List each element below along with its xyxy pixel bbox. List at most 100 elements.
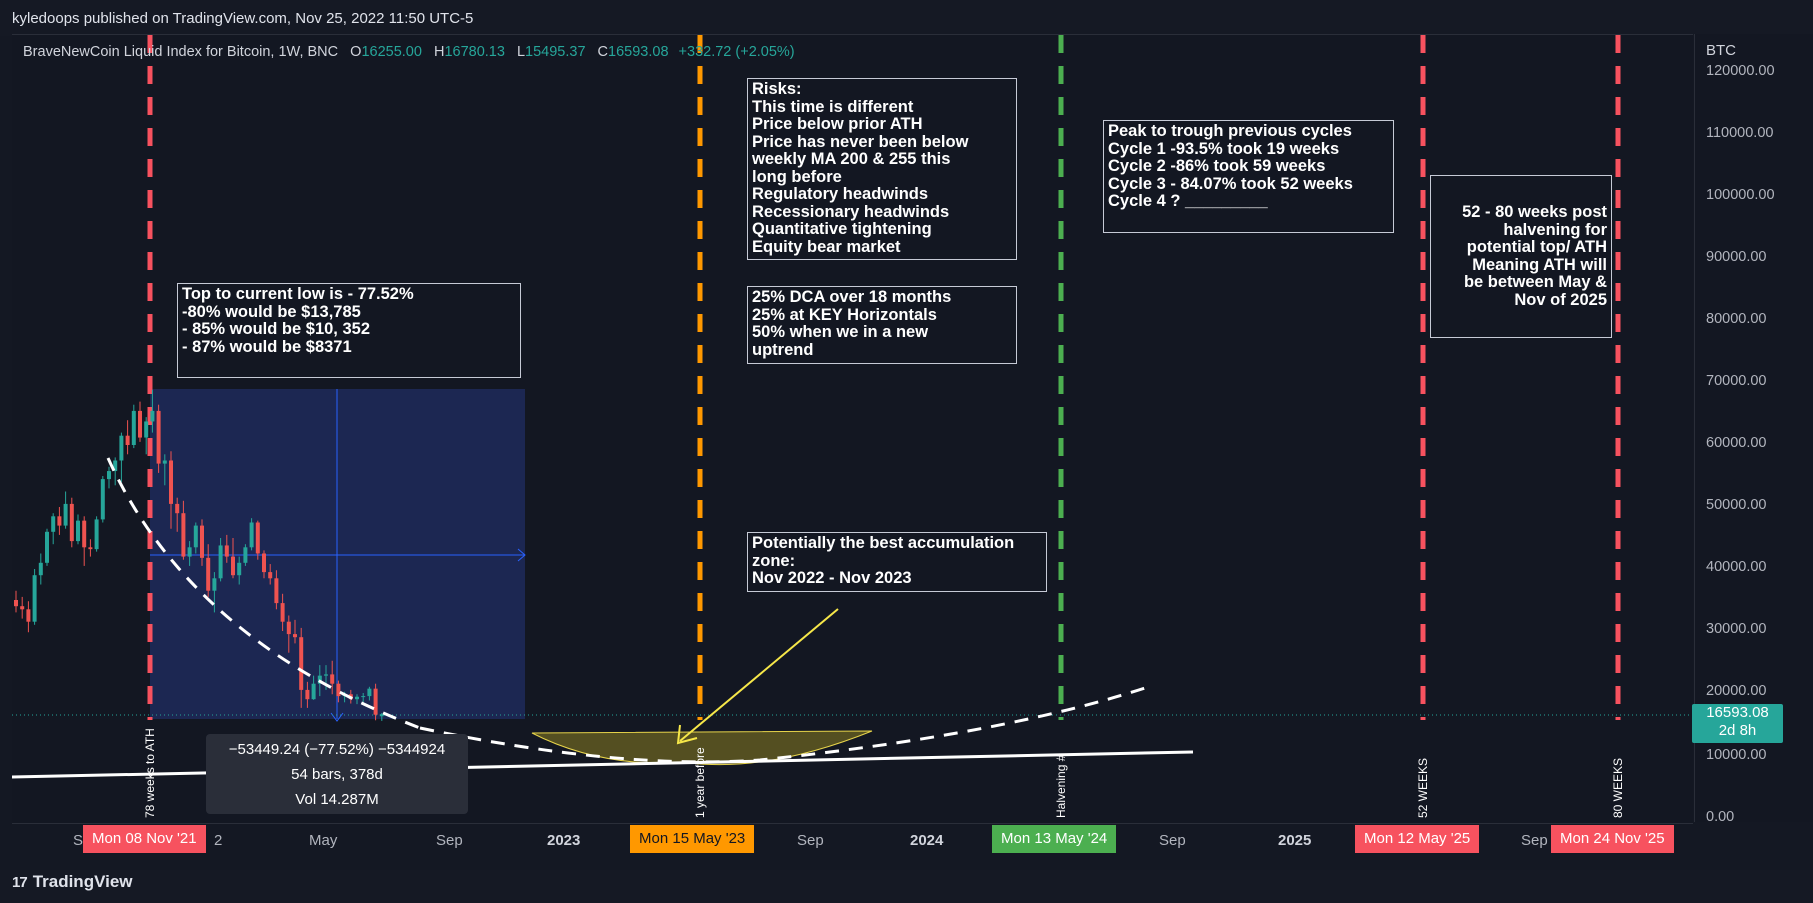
- tradingview-brand: TradingView: [32, 872, 133, 891]
- note-line: Equity bear market: [752, 237, 901, 256]
- candle-down[interactable]: [138, 410, 142, 438]
- accumulation-arrow-line[interactable]: [679, 608, 839, 742]
- candle-up[interactable]: [249, 522, 254, 548]
- candle-up[interactable]: [193, 525, 198, 548]
- candle-up[interactable]: [187, 547, 192, 557]
- candle-down[interactable]: [20, 606, 25, 610]
- dashed-curve-left[interactable]: [106, 457, 421, 730]
- candle-down[interactable]: [262, 553, 266, 573]
- close-label: C: [597, 44, 609, 60]
- candle-down[interactable]: [373, 688, 378, 715]
- candle-down[interactable]: [274, 578, 279, 604]
- price-tick: 50000.00: [1706, 497, 1767, 513]
- candle-down[interactable]: [286, 621, 291, 635]
- candle-up[interactable]: [45, 531, 49, 563]
- candle-up[interactable]: [144, 421, 149, 438]
- candle-down[interactable]: [169, 460, 173, 504]
- candle-down[interactable]: [336, 683, 341, 697]
- date-marker-80-weeks[interactable]: Mon 24 Nov '25: [1551, 825, 1674, 853]
- candle-up[interactable]: [150, 410, 155, 422]
- candle-up[interactable]: [237, 562, 242, 576]
- candle-up[interactable]: [212, 578, 217, 591]
- candle-up[interactable]: [100, 479, 105, 520]
- price-tick: 120000.00: [1706, 63, 1775, 79]
- price-tick: 10000.00: [1706, 747, 1767, 763]
- candle-down[interactable]: [69, 503, 74, 542]
- note-line: Quantitative tightening: [752, 220, 932, 238]
- symbol-legend[interactable]: BraveNewCoin Liquid Index for Bitcoin, 1…: [23, 44, 795, 60]
- date-marker-halvening[interactable]: Mon 13 May '24: [992, 825, 1117, 853]
- candle-up[interactable]: [311, 683, 316, 700]
- candle-down[interactable]: [88, 547, 93, 550]
- candle-down[interactable]: [206, 557, 211, 591]
- candle-down[interactable]: [293, 634, 297, 638]
- candle-up[interactable]: [113, 460, 118, 472]
- note-cycles[interactable]: Peak to trough previous cycles Cycle 1 -…: [1103, 120, 1394, 233]
- candle-up[interactable]: [32, 575, 37, 622]
- candle-up[interactable]: [379, 714, 384, 717]
- candle-down[interactable]: [330, 674, 335, 684]
- candle-down[interactable]: [224, 545, 229, 557]
- footer-bar: [0, 870, 1813, 903]
- note-dca-plan[interactable]: 25% DCA over 18 months 25% at KEY Horizo…: [747, 286, 1017, 364]
- candle-up[interactable]: [51, 516, 56, 532]
- candle-down[interactable]: [125, 435, 130, 445]
- price-tick: 40000.00: [1706, 559, 1767, 575]
- note-line: zone:: [752, 551, 796, 570]
- time-axis-label: Sep: [1521, 832, 1548, 849]
- candle-up[interactable]: [107, 471, 111, 480]
- candle-up[interactable]: [324, 674, 328, 676]
- candle-up[interactable]: [243, 547, 248, 563]
- candle-down[interactable]: [156, 410, 161, 464]
- last-price-badge[interactable]: 16593.08 2d 8h: [1692, 704, 1783, 743]
- note-line: long before: [752, 167, 842, 186]
- candle-down[interactable]: [57, 516, 62, 526]
- last-price-value: 16593.08: [1706, 704, 1769, 721]
- time-axis-label: 2025: [1278, 832, 1312, 849]
- candle-up[interactable]: [119, 435, 124, 461]
- date-marker-1-year-before[interactable]: Mon 15 May '23: [630, 825, 755, 853]
- candle-down[interactable]: [231, 556, 235, 576]
- vertical-label-52-weeks: 52 WEEKS: [1416, 758, 1430, 818]
- note-accumulation-zone[interactable]: Potentially the best accumulation zone: …: [747, 532, 1047, 592]
- candle-up[interactable]: [94, 519, 99, 550]
- note-risks[interactable]: Risks: This time is different Price belo…: [747, 78, 1017, 260]
- candle-up[interactable]: [361, 696, 366, 698]
- candle-down[interactable]: [200, 525, 204, 558]
- candle-up[interactable]: [355, 696, 359, 700]
- candle-down[interactable]: [14, 600, 18, 607]
- candle-down[interactable]: [175, 503, 180, 514]
- tradingview-logo[interactable]: 17 TradingView: [12, 872, 133, 892]
- candle-down[interactable]: [299, 637, 304, 690]
- candle-up[interactable]: [367, 688, 372, 697]
- note-top-to-low[interactable]: Top to current low is - 77.52% -80% woul…: [177, 283, 521, 378]
- date-marker-52-weeks[interactable]: Mon 12 May '25: [1355, 825, 1480, 853]
- candle-down[interactable]: [181, 513, 186, 557]
- note-line: - 85% would be $10, 352: [182, 320, 370, 338]
- candle-up[interactable]: [63, 503, 68, 526]
- date-marker-ath[interactable]: Mon 08 Nov '21: [83, 825, 206, 853]
- candle-down[interactable]: [268, 572, 273, 579]
- note-line: Price has never been below: [752, 132, 969, 151]
- open-label: O: [350, 44, 362, 60]
- price-tick: 70000.00: [1706, 373, 1767, 389]
- time-axis-label: Sep: [436, 832, 463, 849]
- candle-down[interactable]: [26, 609, 31, 622]
- high-value: 16780.13: [444, 44, 505, 60]
- candle-down[interactable]: [82, 520, 87, 548]
- candle-down[interactable]: [305, 689, 310, 700]
- price-tick: 110000.00: [1706, 125, 1774, 141]
- note-halvening[interactable]: 52 - 80 weeks post halvening for potenti…: [1430, 175, 1612, 338]
- candlestick-series[interactable]: [14, 389, 384, 721]
- candle-up[interactable]: [76, 520, 80, 542]
- price-scale[interactable]: [1694, 34, 1813, 822]
- candle-up[interactable]: [38, 562, 43, 576]
- note-line: be between May &: [1463, 273, 1607, 291]
- candle-up[interactable]: [218, 545, 223, 579]
- candle-down[interactable]: [255, 522, 260, 554]
- bar-countdown: 2d 8h: [1718, 722, 1757, 739]
- candle-up[interactable]: [131, 410, 136, 445]
- candle-up[interactable]: [162, 460, 167, 464]
- candle-down[interactable]: [280, 603, 285, 622]
